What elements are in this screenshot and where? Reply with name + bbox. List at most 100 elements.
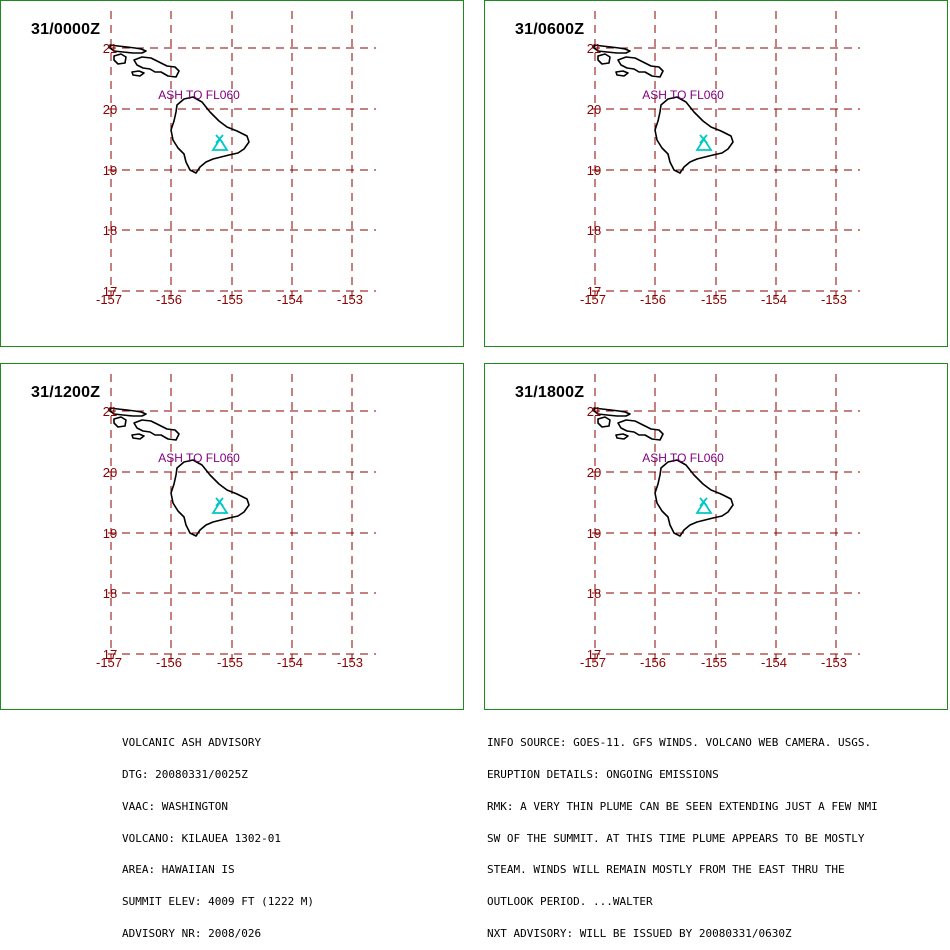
latitude-label: 21 [103, 404, 117, 419]
map-canvas: 21 20 19 18 17-157 -156 -155 -154 -153 ASH TO FL0… [580, 374, 860, 670]
longitude-label: -157 [96, 655, 122, 670]
latitude-label: 20 [587, 465, 601, 480]
map-panel-0600z: 21 20 19 18 17 -157 -156 -155 -154 -153 ASH TO FL0… [484, 0, 948, 347]
latitude-label: 20 [587, 102, 601, 117]
volcano-summit-marker-icon [215, 497, 224, 507]
longitude-label: -153 [337, 292, 363, 307]
molokai-coastline [109, 44, 147, 54]
advisory-line: ADVISORY NR: 2008/026 [122, 926, 262, 940]
map-canvas: 21 20 19 18 17-157 -156 -155 -154 -153 ASH TO FL0… [96, 374, 376, 670]
volcano-triangle-icon [211, 137, 229, 151]
advisory-line: DTG: 20080331/0025Z [122, 767, 248, 781]
longitude-label: -157 [580, 655, 606, 670]
ash-extent-label: ASH TO FL060 [642, 88, 724, 102]
volcano-summit-marker-icon [699, 134, 708, 144]
volcano-summit-marker-icon [215, 134, 224, 144]
longitude-label: -156 [640, 292, 666, 307]
longitude-label: -153 [821, 292, 847, 307]
molokai-coastline [109, 407, 147, 417]
advisory-line: RMK: A VERY THIN PLUME CAN BE SEEN EXTEN… [487, 799, 878, 813]
advisory-line: NXT ADVISORY: WILL BE ISSUED BY 20080331… [487, 926, 792, 940]
latitude-label: 17 [103, 284, 117, 299]
map-panel-1200z: 21 20 19 18 17 -157 -156 -155 -154 -153 ASH TO FL0… [0, 363, 464, 710]
advisory-line: ERUPTION DETAILS: ONGOING EMISSIONS [487, 767, 719, 781]
latitude-label: 19 [587, 526, 601, 541]
longitude-label: -157 [580, 292, 606, 307]
latitude-label: 20 [103, 465, 117, 480]
panel-time-label: 31/1200Z [31, 384, 101, 401]
volcano-triangle-icon [695, 137, 713, 151]
advisory-line: AREA: HAWAIIAN IS [122, 863, 235, 877]
latitude-label: 19 [103, 526, 117, 541]
kahoolawe-coastline [615, 433, 629, 440]
kahoolawe-coastline [615, 70, 629, 77]
advisory-line: SUMMIT ELEV: 4009 FT (1222 M) [122, 895, 315, 909]
longitude-label: -154 [761, 655, 787, 670]
latitude-label: 21 [587, 404, 601, 419]
latitude-label: 17 [587, 284, 601, 299]
maui-coastline [133, 419, 180, 441]
longitude-label: -156 [156, 655, 182, 670]
map-canvas: 21 20 19 18 17-157 -156 -155 -154 -153 ASH TO FL0… [580, 11, 860, 307]
latitude-label: 21 [587, 41, 601, 56]
lanai-coastline [597, 53, 611, 65]
advisory-line: STEAM. WINDS WILL REMAIN MOSTLY FROM THE… [487, 863, 845, 877]
big-island-coastline [654, 459, 734, 537]
advisory-remarks-block: INFO SOURCE: GOES-11. GFS WINDS. VOLCANO… [487, 717, 878, 950]
kahoolawe-coastline [131, 433, 145, 440]
longitude-label: -156 [156, 292, 182, 307]
lanai-coastline [113, 416, 127, 428]
latitude-label: 18 [587, 223, 601, 238]
latitude-label: 17 [587, 647, 601, 662]
advisory-line: VOLCANIC ASH ADVISORY [122, 736, 262, 750]
volcano-summit-marker-icon [699, 497, 708, 507]
panel-time-label: 31/1800Z [515, 384, 585, 401]
lanai-coastline [597, 416, 611, 428]
latitude-label: 18 [103, 223, 117, 238]
latitude-label: 18 [587, 586, 601, 601]
molokai-coastline [593, 407, 631, 417]
molokai-coastline [593, 44, 631, 54]
longitude-label: -155 [217, 655, 243, 670]
latitude-label: 18 [103, 586, 117, 601]
ash-extent-label: ASH TO FL060 [158, 88, 240, 102]
longitude-label: -154 [277, 655, 303, 670]
latitude-label: 17 [103, 647, 117, 662]
advisory-line: INFO SOURCE: GOES-11. GFS WINDS. VOLCANO… [487, 736, 872, 750]
big-island-coastline [170, 96, 250, 174]
ash-extent-label: ASH TO FL060 [158, 451, 240, 465]
big-island-coastline [654, 96, 734, 174]
map-canvas: 21 20 19 18 17-157 -156 -155 -154 -153 ASH TO FL0… [96, 11, 376, 307]
map-panel-1800z: 21 20 19 18 17 -157 -156 -155 -154 -153 ASH TO FL0… [484, 363, 948, 710]
volcano-triangle-icon [211, 500, 229, 514]
advisory-header-block: VOLCANIC ASH ADVISORY DTG: 20080331/0025… [122, 717, 314, 950]
longitude-label: -153 [821, 655, 847, 670]
longitude-label: -154 [277, 292, 303, 307]
kahoolawe-coastline [131, 70, 145, 77]
longitude-label: -157 [96, 292, 122, 307]
map-panel-0000z: 21 20 19 18 17 -157 -156 -155 -154 -153 ASH TO FL0… [0, 0, 464, 347]
longitude-label: -155 [701, 292, 727, 307]
longitude-label: -153 [337, 655, 363, 670]
maui-coastline [617, 419, 664, 441]
latitude-label: 19 [103, 163, 117, 178]
maui-coastline [617, 56, 664, 78]
maui-coastline [133, 56, 180, 78]
panel-time-label: 31/0000Z [31, 21, 101, 38]
latitude-label: 21 [103, 41, 117, 56]
longitude-label: -155 [217, 292, 243, 307]
volcano-triangle-icon [695, 500, 713, 514]
longitude-label: -155 [701, 655, 727, 670]
lanai-coastline [113, 53, 127, 65]
longitude-label: -156 [640, 655, 666, 670]
advisory-line: SW OF THE SUMMIT. AT THIS TIME PLUME APP… [487, 831, 865, 845]
longitude-label: -154 [761, 292, 787, 307]
latitude-label: 20 [103, 102, 117, 117]
big-island-coastline [170, 459, 250, 537]
advisory-line: OUTLOOK PERIOD. ...WALTER [487, 895, 653, 909]
advisory-line: VAAC: WASHINGTON [122, 799, 228, 813]
panel-time-label: 31/0600Z [515, 21, 585, 38]
latitude-label: 19 [587, 163, 601, 178]
ash-extent-label: ASH TO FL060 [642, 451, 724, 465]
advisory-line: VOLCANO: KILAUEA 1302-01 [122, 831, 281, 845]
